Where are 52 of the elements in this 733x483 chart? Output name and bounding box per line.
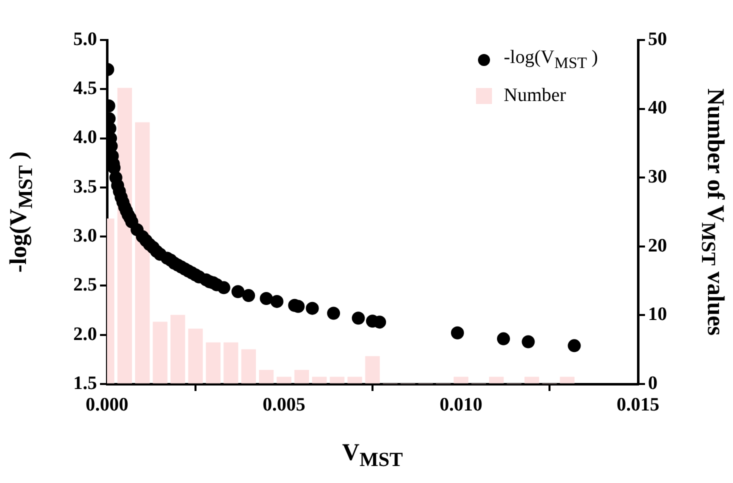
point — [217, 281, 230, 294]
y-tick-label: 4.5 — [73, 78, 97, 100]
point — [568, 339, 581, 352]
bar — [294, 370, 310, 384]
y-tick-label: 2.5 — [73, 274, 97, 296]
x-tick-label: 0.000 — [86, 394, 128, 416]
point — [270, 294, 284, 308]
bar — [454, 376, 468, 384]
y-tick-label: 5.0 — [73, 28, 97, 50]
legend-label: Number — [504, 85, 566, 107]
bar — [524, 376, 540, 384]
y-tick-label: 3.0 — [73, 225, 97, 246]
point — [522, 335, 535, 348]
y-tick-label: 1.5 — [73, 372, 97, 394]
bar — [135, 122, 150, 384]
bar — [206, 342, 221, 384]
bar — [170, 314, 186, 384]
bar — [224, 342, 238, 384]
bar — [241, 349, 256, 384]
y2-tick-label: 10 — [648, 304, 667, 326]
y2-tick-label: 30 — [648, 166, 667, 188]
y2-tick-label: 50 — [648, 28, 667, 50]
point — [327, 306, 340, 320]
x-tick-label: 0.015 — [616, 394, 660, 416]
y2-tick-label: 40 — [648, 98, 667, 119]
bar — [312, 376, 327, 384]
legend-label: -log(V$_{MST}$ ) — [504, 47, 598, 73]
point — [373, 316, 386, 329]
y-tick-label: 4.0 — [73, 127, 97, 148]
point — [231, 285, 244, 298]
x-tick-label: 0.005 — [262, 394, 306, 416]
bar — [489, 376, 504, 384]
bar — [276, 376, 292, 384]
point — [450, 326, 464, 340]
point — [306, 302, 319, 315]
y2-tick-label: 0 — [648, 372, 658, 394]
y-tick-label: 2.0 — [73, 324, 97, 345]
point — [242, 289, 256, 302]
point — [352, 312, 365, 325]
x-tick-label: 0.010 — [440, 394, 482, 416]
bar — [188, 328, 203, 384]
x-axis-title: V$_{MST}$ — [341, 440, 404, 472]
bar — [258, 370, 274, 384]
point — [496, 332, 510, 346]
bar — [560, 376, 575, 384]
y-tick-label: 3.5 — [73, 176, 97, 198]
point — [260, 292, 273, 305]
bar — [152, 322, 168, 384]
bar — [365, 356, 380, 384]
bar — [330, 376, 344, 384]
bar — [347, 376, 362, 384]
y2-tick-label: 20 — [648, 235, 667, 256]
